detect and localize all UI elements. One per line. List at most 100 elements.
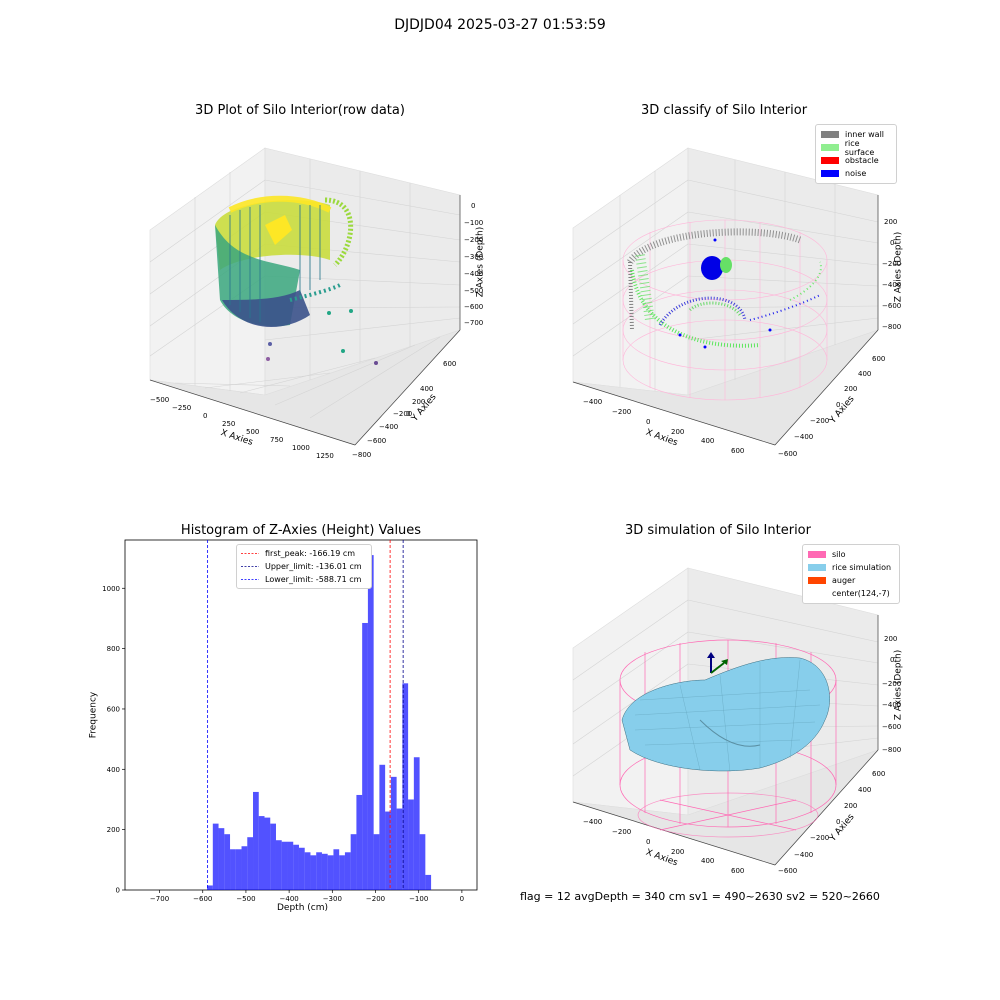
histogram-bar	[385, 811, 391, 890]
raw-ztick: −700	[464, 319, 484, 327]
raw-ztick: −400	[464, 270, 484, 278]
histogram-bar	[224, 834, 231, 890]
legend-swatch	[821, 157, 839, 164]
simulation-xtick: 200	[671, 848, 685, 856]
classify-points	[627, 228, 822, 349]
raw-xtick: 500	[246, 428, 260, 436]
simulation-ztick: 0	[890, 656, 895, 664]
x-tick-label: −400	[280, 895, 299, 903]
raw-ytick: 600	[443, 360, 457, 368]
classify-ytick: 400	[858, 370, 872, 378]
raw-ztick: −600	[464, 303, 484, 311]
histogram-bar	[362, 622, 368, 890]
histogram-bar	[270, 823, 276, 890]
histogram-bar	[390, 776, 397, 890]
legend-line	[241, 566, 259, 567]
auger-arrows	[707, 652, 728, 674]
raw-ztick: −100	[464, 219, 484, 227]
simulation-xtick: 600	[731, 867, 745, 875]
y-tick-label: 200	[107, 826, 120, 834]
histogram-bar	[413, 757, 420, 890]
simulation-ytick: 200	[844, 802, 858, 810]
simulation-ytick: −600	[778, 867, 798, 875]
x-tick-label: −200	[366, 895, 385, 903]
classify-ztick: −800	[882, 323, 902, 331]
histogram-bar	[425, 874, 432, 890]
histogram-reference-lines	[207, 540, 404, 890]
histogram-bar	[247, 837, 254, 890]
simulation-ytick: −400	[794, 851, 814, 859]
raw-ztick: 0	[471, 202, 476, 210]
classify-ytick: −600	[778, 450, 798, 458]
simulation-ytick: 0	[836, 818, 841, 826]
simulation-ytick: −200	[810, 834, 830, 842]
histogram-ylabel: Frequency	[88, 691, 99, 739]
x-tick-label: −500	[236, 895, 255, 903]
histogram-bar	[396, 808, 403, 890]
histogram-bar	[230, 849, 236, 890]
histogram-bars	[207, 555, 432, 890]
legend-label: Lower_limit: -588.71 cm	[265, 575, 362, 584]
raw-xtick: −250	[172, 404, 192, 412]
histogram-bar	[316, 852, 322, 890]
classify-ytick: 0	[836, 401, 841, 409]
classify-xtick: −200	[612, 408, 632, 416]
legend-swatch	[821, 170, 839, 177]
raw-ztick: −500	[464, 287, 484, 295]
x-tick-label: 0	[460, 895, 464, 903]
histogram-bar	[298, 847, 305, 890]
legend-label: center(124,-7)	[832, 589, 890, 598]
histogram-bar	[241, 846, 248, 890]
simulation-ytick: 400	[858, 786, 872, 794]
x-tick-label: −600	[193, 895, 212, 903]
raw-3d-axes	[149, 147, 461, 446]
y-tick-label: 400	[107, 766, 120, 774]
simulation-xtick: −200	[612, 828, 632, 836]
status-footer: flag = 12 avgDepth = 340 cm sv1 = 490~26…	[520, 890, 880, 903]
histogram-xlabel: Depth (cm)	[277, 903, 329, 913]
histogram-bar	[373, 834, 380, 890]
histogram-bar	[339, 855, 345, 890]
raw-xtick: 1000	[292, 444, 310, 452]
histogram-bar	[212, 823, 219, 890]
simulation-ztick: −400	[882, 701, 902, 709]
raw-ztick: −300	[464, 253, 484, 261]
classify-ztick: 0	[890, 239, 895, 247]
histogram-bar	[287, 841, 294, 890]
raw-ytick: −600	[367, 437, 387, 445]
raw-ytick: 400	[420, 385, 434, 393]
legend-label: rice simulation	[832, 563, 892, 572]
histogram-bar	[310, 855, 317, 890]
classify-ztick: −400	[882, 281, 902, 289]
legend-swatch	[808, 590, 826, 597]
raw-xtick: 0	[203, 412, 208, 420]
raw-xtick: 250	[222, 420, 236, 428]
classify-xtick: 200	[671, 428, 685, 436]
figure-title: DJDJD04 2025-03-27 01:53:59	[394, 17, 606, 33]
histogram-bar	[253, 791, 259, 890]
raw-xtick: −500	[150, 396, 170, 404]
raw-ytick: −200	[393, 410, 413, 418]
simulation-xtick: 400	[701, 857, 715, 865]
classify-xtick: −400	[583, 398, 603, 406]
y-tick-label: 600	[107, 705, 120, 713]
raw-zlabel: Z Axies (Depth)	[475, 226, 486, 298]
legend-line	[241, 579, 259, 580]
legend-swatch	[821, 131, 839, 138]
legend-label: rice surface	[844, 138, 875, 157]
x-tick-label: −100	[409, 895, 428, 903]
raw-xtick: 750	[270, 436, 284, 444]
x-tick-label: −300	[323, 895, 342, 903]
histogram-bar	[408, 799, 414, 890]
classify-ztick: −600	[882, 302, 902, 310]
histogram-legend: first_peak: -166.19 cm Upper_limit: -136…	[236, 544, 372, 589]
histogram-bar	[327, 855, 334, 890]
raw-xtick: 1250	[316, 452, 334, 460]
histogram-bar	[258, 816, 265, 890]
histogram-bar	[367, 555, 374, 890]
simulation-ytick: 600	[872, 770, 886, 778]
histogram-bar	[344, 852, 351, 890]
classify-ztick: 200	[884, 218, 898, 226]
histogram-bar	[356, 794, 363, 890]
histogram-bar	[419, 834, 426, 890]
